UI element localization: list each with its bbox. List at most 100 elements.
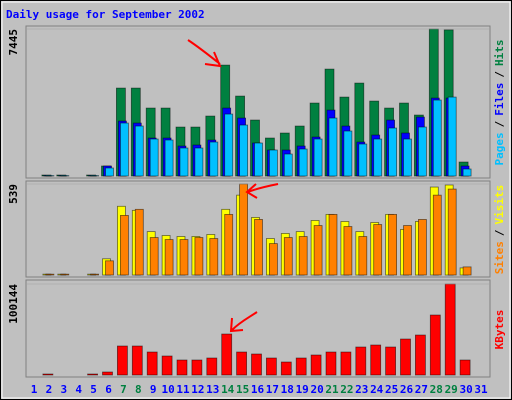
bar bbox=[313, 138, 323, 177]
bar bbox=[403, 225, 412, 276]
bar bbox=[179, 147, 189, 177]
bar bbox=[42, 373, 54, 376]
bar bbox=[328, 117, 338, 177]
legend-entry: Pages bbox=[493, 132, 506, 165]
bar bbox=[149, 237, 159, 276]
x-tick-label: 10 bbox=[161, 383, 174, 396]
bar bbox=[403, 138, 412, 177]
bar bbox=[462, 168, 472, 177]
x-tick-label: 13 bbox=[206, 383, 219, 396]
bar bbox=[268, 243, 278, 276]
chart-title: Daily usage for September 2002 bbox=[6, 8, 205, 21]
legend-entry: Files bbox=[493, 83, 506, 116]
bar bbox=[179, 239, 189, 276]
legend: KBytes bbox=[493, 310, 506, 350]
bar bbox=[134, 208, 144, 276]
x-tick-label: 3 bbox=[60, 383, 67, 396]
bar bbox=[102, 371, 113, 376]
x-tick-label: 28 bbox=[430, 383, 443, 396]
x-tick-label: 5 bbox=[90, 383, 97, 396]
x-tick-label: 6 bbox=[105, 383, 112, 396]
bar bbox=[117, 345, 128, 376]
bar bbox=[310, 354, 322, 376]
bar bbox=[251, 353, 262, 376]
bar bbox=[432, 99, 442, 177]
bar bbox=[298, 148, 308, 177]
bar bbox=[340, 351, 352, 376]
arrow bbox=[245, 183, 279, 199]
bar bbox=[385, 346, 397, 376]
bar bbox=[236, 351, 248, 376]
bar bbox=[325, 351, 337, 376]
legend: Pages / Files / Hits bbox=[493, 40, 506, 166]
bar bbox=[373, 224, 383, 276]
x-tick-label: 18 bbox=[281, 383, 294, 396]
bar bbox=[370, 344, 382, 376]
bar bbox=[283, 153, 293, 177]
bar bbox=[221, 333, 233, 376]
bar bbox=[90, 273, 99, 276]
x-tick-label: 8 bbox=[135, 383, 142, 396]
bar bbox=[239, 124, 249, 177]
x-tick-label: 12 bbox=[191, 383, 204, 396]
x-tick-label: 2 bbox=[46, 383, 53, 396]
x-tick-label: 19 bbox=[296, 383, 309, 396]
y-tick-label: 7445 bbox=[7, 29, 20, 56]
bar bbox=[447, 188, 457, 276]
x-tick-label: 20 bbox=[310, 383, 323, 396]
bar bbox=[388, 213, 398, 276]
bar bbox=[120, 215, 129, 276]
bar bbox=[355, 346, 367, 376]
bar bbox=[295, 357, 307, 376]
legend: Sites / Visits bbox=[493, 185, 506, 275]
bar bbox=[254, 219, 263, 276]
legend-separator: / bbox=[493, 229, 506, 236]
bar bbox=[209, 141, 219, 177]
bar bbox=[161, 355, 173, 376]
legend-separator: / bbox=[493, 120, 506, 127]
bar bbox=[343, 130, 353, 177]
x-tick-label: 1 bbox=[31, 383, 38, 396]
bar bbox=[432, 194, 442, 276]
marks: 7445Pages/Files/Hits539Sites/Visits10014… bbox=[7, 28, 506, 396]
bar bbox=[45, 273, 55, 276]
bar bbox=[134, 125, 144, 177]
bar bbox=[459, 359, 471, 376]
bar bbox=[164, 139, 174, 177]
legend-separator: / bbox=[493, 71, 506, 78]
legend-entry: Visits bbox=[493, 185, 506, 225]
x-tick-label: 15 bbox=[236, 383, 249, 396]
bar bbox=[164, 239, 174, 276]
bar bbox=[209, 238, 219, 276]
bar bbox=[120, 122, 129, 177]
x-tick-label: 9 bbox=[150, 383, 157, 396]
bar bbox=[268, 149, 278, 177]
y-tick-label: 539 bbox=[7, 184, 20, 204]
bar bbox=[254, 142, 263, 177]
arrow bbox=[187, 39, 222, 68]
bar bbox=[298, 236, 308, 276]
bar bbox=[447, 96, 457, 177]
x-tick-label: 31 bbox=[474, 383, 488, 396]
y-tick-label: 100144 bbox=[7, 284, 20, 324]
bar bbox=[388, 127, 398, 177]
x-tick-label: 7 bbox=[120, 383, 127, 396]
x-tick-label: 21 bbox=[325, 383, 339, 396]
x-tick-label: 22 bbox=[340, 383, 353, 396]
bar bbox=[105, 167, 114, 177]
bar bbox=[224, 213, 234, 276]
bar bbox=[328, 213, 338, 276]
x-tick-label: 11 bbox=[176, 383, 190, 396]
bar bbox=[444, 283, 456, 376]
bar bbox=[191, 359, 203, 376]
bar bbox=[265, 357, 277, 376]
bar bbox=[417, 126, 427, 177]
x-tick-label: 24 bbox=[370, 383, 384, 396]
bar bbox=[239, 183, 249, 276]
bar bbox=[358, 236, 368, 276]
bar bbox=[87, 373, 98, 376]
bar bbox=[194, 147, 204, 177]
bar bbox=[224, 113, 234, 177]
